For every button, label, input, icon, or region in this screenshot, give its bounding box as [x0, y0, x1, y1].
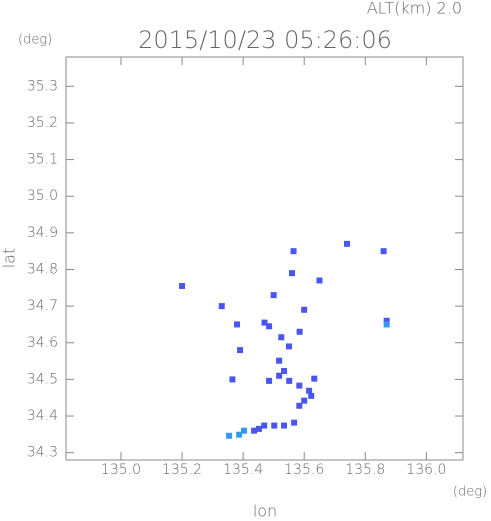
echo-cell [226, 432, 233, 439]
echo-cell [256, 425, 263, 432]
echo-cell [383, 317, 390, 324]
echo-cell [234, 321, 241, 328]
echo-cell [290, 248, 297, 255]
plot-frame [65, 56, 464, 461]
y-unit: (deg) [18, 33, 52, 48]
echo-cell [218, 303, 225, 310]
echo-cell [286, 377, 293, 384]
y-tick-label: 34.8 [27, 261, 58, 277]
y-axis-label: lat [0, 248, 19, 269]
x-tick-label: 135.2 [162, 462, 202, 478]
chart-title: 2015/10/23 05:26:06 [138, 26, 392, 54]
echo-cell [306, 387, 313, 394]
echo-cell [276, 372, 283, 379]
echo-cell [288, 270, 295, 277]
x-tick-label: 135.8 [345, 462, 385, 478]
y-tick-label: 34.5 [27, 371, 58, 387]
echo-cell [179, 282, 186, 289]
y-tick-label: 35.0 [27, 188, 58, 204]
echo-cell [261, 422, 268, 429]
y-tick-label: 34.9 [27, 225, 58, 241]
y-tick-label: 35.2 [27, 115, 58, 131]
echo-cell [285, 343, 292, 350]
echo-cell [308, 392, 315, 399]
x-tick-label: 135.4 [223, 462, 263, 478]
echo-cell [276, 357, 283, 364]
echo-cell [380, 248, 387, 255]
echo-cell [301, 397, 308, 404]
echo-cell [266, 377, 273, 384]
x-tick-label: 135.6 [284, 462, 324, 478]
y-tick-label: 35.3 [27, 78, 58, 94]
echo-cell [271, 422, 278, 429]
echo-cell [237, 347, 244, 354]
y-tick-label: 35.1 [27, 152, 58, 168]
x-unit: (deg) [453, 485, 487, 500]
echo-cell [296, 328, 303, 335]
echo-cell [316, 277, 323, 284]
echo-cell [383, 321, 390, 328]
y-tick-label: 34.6 [27, 335, 58, 351]
x-tick-label: 135.0 [101, 462, 141, 478]
echo-cell [241, 427, 248, 434]
echo-cell [301, 306, 308, 313]
x-tick-label: 136.0 [406, 462, 446, 478]
x-axis-label: lon [253, 502, 277, 521]
echo-cell [261, 319, 268, 326]
echo-cell [270, 292, 277, 299]
echo-cell [291, 419, 298, 426]
echo-cell [296, 402, 303, 409]
echo-cell [311, 375, 318, 382]
echo-cell [281, 422, 288, 429]
echo-cell [251, 427, 258, 434]
echo-cell [281, 367, 288, 374]
echo-cell [266, 323, 273, 330]
y-tick-label: 34.3 [27, 445, 58, 461]
echo-cell [229, 376, 236, 383]
echo-cell [343, 240, 350, 247]
altitude-label: ALT(km) 2.0 [367, 0, 462, 18]
y-tick-label: 34.7 [27, 298, 58, 314]
echo-cell [296, 382, 303, 389]
y-tick-label: 34.4 [27, 408, 58, 424]
echo-cell [278, 334, 285, 341]
echo-cell [236, 431, 243, 438]
